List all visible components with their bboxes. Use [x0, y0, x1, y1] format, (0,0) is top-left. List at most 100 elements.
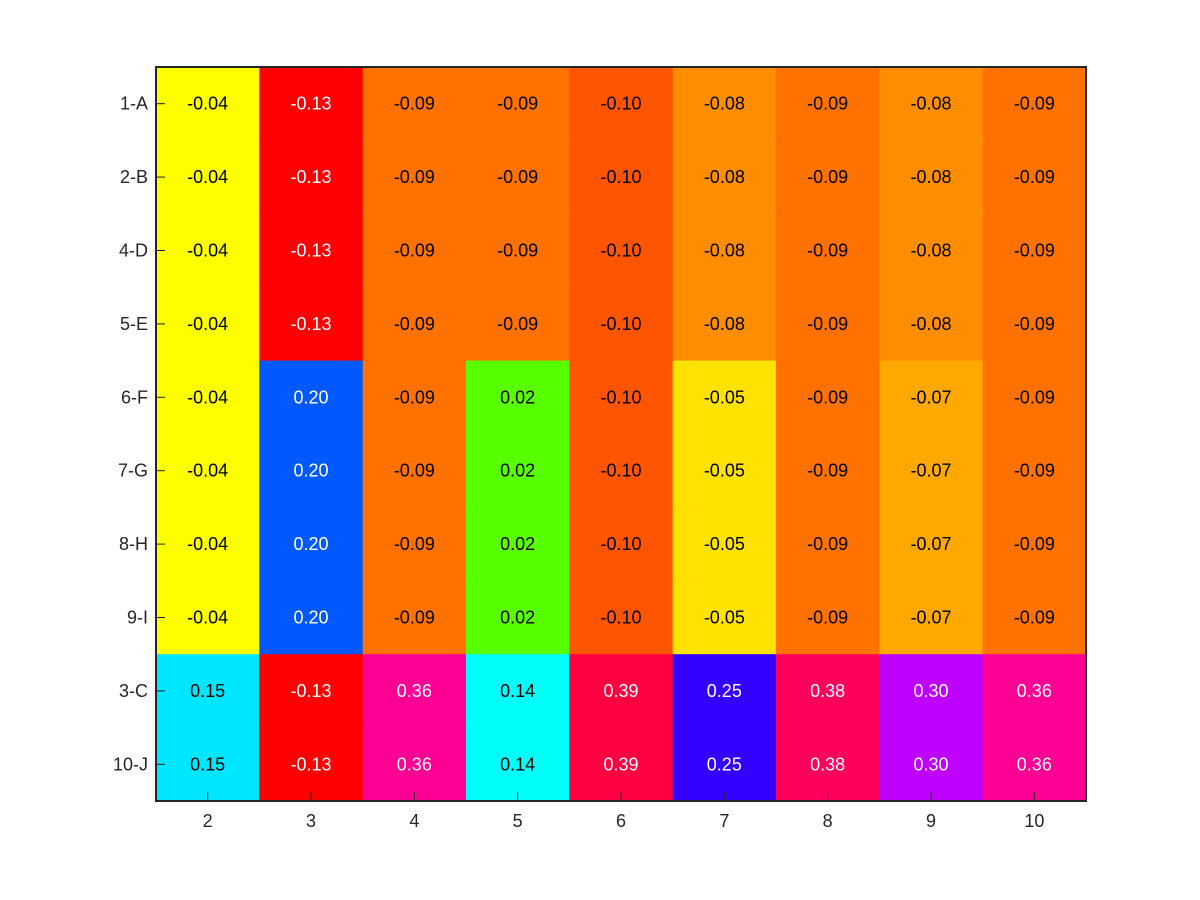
cell-value-label: -0.09 — [1014, 461, 1055, 481]
cell-value-label: -0.09 — [497, 241, 538, 261]
x-axis-ticks: 2 3 4 5 6 7 8 9 10 — [203, 792, 1044, 831]
heatmap-cell — [156, 434, 260, 508]
cell-value-label: 0.39 — [603, 754, 638, 774]
cell-value-label: 0.14 — [500, 754, 535, 774]
cell-value-label: -0.08 — [704, 167, 745, 187]
cell-value-label: -0.09 — [807, 534, 848, 554]
cell-value-label: -0.04 — [187, 461, 228, 481]
heatmap-cell — [672, 287, 777, 362]
cell-value-label: -0.09 — [807, 608, 848, 628]
cell-value-label: 0.02 — [500, 461, 535, 481]
cell-value-label: 0.30 — [913, 754, 948, 774]
heatmap-value-labels: -0.04 -0.13 -0.09 -0.09 -0.10 -0.08 -0.09 -0.08… — [187, 94, 1055, 775]
heatmap-cell — [259, 287, 364, 362]
heatmap-cell — [776, 67, 880, 141]
heatmap-cell — [672, 140, 777, 215]
cell-value-label: -0.13 — [290, 754, 331, 774]
cell-value-label: -0.09 — [394, 461, 435, 481]
cell-value-label: -0.10 — [600, 94, 641, 114]
cell-value-label: -0.09 — [394, 387, 435, 407]
cell-value-label: -0.08 — [704, 94, 745, 114]
cell-value-label: -0.08 — [910, 314, 951, 334]
heatmap-cell — [982, 654, 1087, 729]
heatmap-cell — [259, 140, 364, 215]
heatmap-cell — [156, 727, 260, 802]
heatmap-cell — [259, 67, 364, 141]
cell-value-label: -0.07 — [910, 461, 951, 481]
heatmap-cell — [776, 727, 880, 802]
heatmap-cell — [982, 580, 1087, 655]
y-tick-label: 3-C — [119, 681, 148, 701]
cell-value-label: 0.36 — [397, 681, 432, 701]
cell-value-label: -0.13 — [290, 94, 331, 114]
y-tick-label: 1-A — [120, 94, 148, 114]
heatmap-cell — [259, 654, 364, 729]
heatmap-cell — [672, 360, 777, 435]
heatmap-cell — [156, 360, 260, 435]
heatmap-cell — [362, 67, 467, 141]
x-tick-label: 3 — [306, 811, 316, 831]
cell-value-label: -0.09 — [1014, 241, 1055, 261]
heatmap-cell — [362, 140, 467, 215]
cell-value-label: -0.09 — [394, 94, 435, 114]
y-tick-label: 2-B — [120, 167, 148, 187]
heatmap-cell — [156, 507, 260, 582]
cell-value-label: -0.09 — [807, 314, 848, 334]
heatmap-cell — [466, 727, 570, 802]
cell-value-label: -0.04 — [187, 608, 228, 628]
heatmap-cell — [879, 654, 984, 729]
y-tick-label: 8-H — [119, 534, 148, 554]
cell-value-label: -0.04 — [187, 241, 228, 261]
heatmap-cell — [569, 727, 674, 802]
cell-value-label: -0.09 — [497, 94, 538, 114]
heatmap-cell — [879, 507, 984, 582]
cell-value-label: 0.20 — [293, 534, 328, 554]
heatmap-cell — [672, 213, 777, 288]
heatmap-cell — [776, 140, 880, 215]
cell-value-label: -0.09 — [1014, 608, 1055, 628]
cell-value-label: 0.20 — [293, 461, 328, 481]
heatmap-cell — [466, 213, 570, 288]
cell-value-label: -0.04 — [187, 94, 228, 114]
y-tick-label: 7-G — [118, 461, 148, 481]
heatmap-cell — [466, 360, 570, 435]
heatmap-cell — [569, 287, 674, 362]
heatmap-cell — [362, 360, 467, 435]
cell-value-label: -0.09 — [394, 241, 435, 261]
cell-value-label: -0.10 — [600, 608, 641, 628]
heatmap-cell — [466, 67, 570, 141]
x-tick-label: 8 — [823, 811, 833, 831]
heatmap-cell — [362, 580, 467, 655]
cell-value-label: -0.04 — [187, 534, 228, 554]
heatmap-cell — [362, 507, 467, 582]
cell-value-label: -0.09 — [497, 314, 538, 334]
heatmap-cells — [156, 67, 1087, 802]
heatmap-cell — [569, 654, 674, 729]
heatmap-cell — [156, 213, 260, 288]
heatmap-cell — [466, 140, 570, 215]
heatmap-cell — [466, 654, 570, 729]
heatmap-cell — [672, 434, 777, 508]
cell-value-label: -0.13 — [290, 241, 331, 261]
cell-value-label: 0.36 — [1017, 681, 1052, 701]
heatmap-cell — [466, 507, 570, 582]
heatmap-cell — [259, 434, 364, 508]
cell-value-label: -0.13 — [290, 681, 331, 701]
heatmap-cell — [569, 213, 674, 288]
x-tick-label: 9 — [926, 811, 936, 831]
heatmap-cell — [156, 654, 260, 729]
cell-value-label: -0.09 — [807, 461, 848, 481]
cell-value-label: -0.08 — [704, 241, 745, 261]
cell-value-label: -0.07 — [910, 608, 951, 628]
y-tick-label: 5-E — [120, 314, 148, 334]
cell-value-label: -0.04 — [187, 387, 228, 407]
cell-value-label: 0.38 — [810, 681, 845, 701]
cell-value-label: -0.10 — [600, 461, 641, 481]
heatmap-cell — [982, 434, 1087, 508]
cell-value-label: -0.09 — [394, 534, 435, 554]
cell-value-label: 0.30 — [913, 681, 948, 701]
cell-value-label: 0.15 — [190, 754, 225, 774]
y-tick-label: 10-J — [113, 754, 148, 774]
y-axis-ticks: 1-A 2-B 4-D 5-E 6-F 7-G 8-H 9-I 3-C 10-J — [113, 94, 165, 774]
